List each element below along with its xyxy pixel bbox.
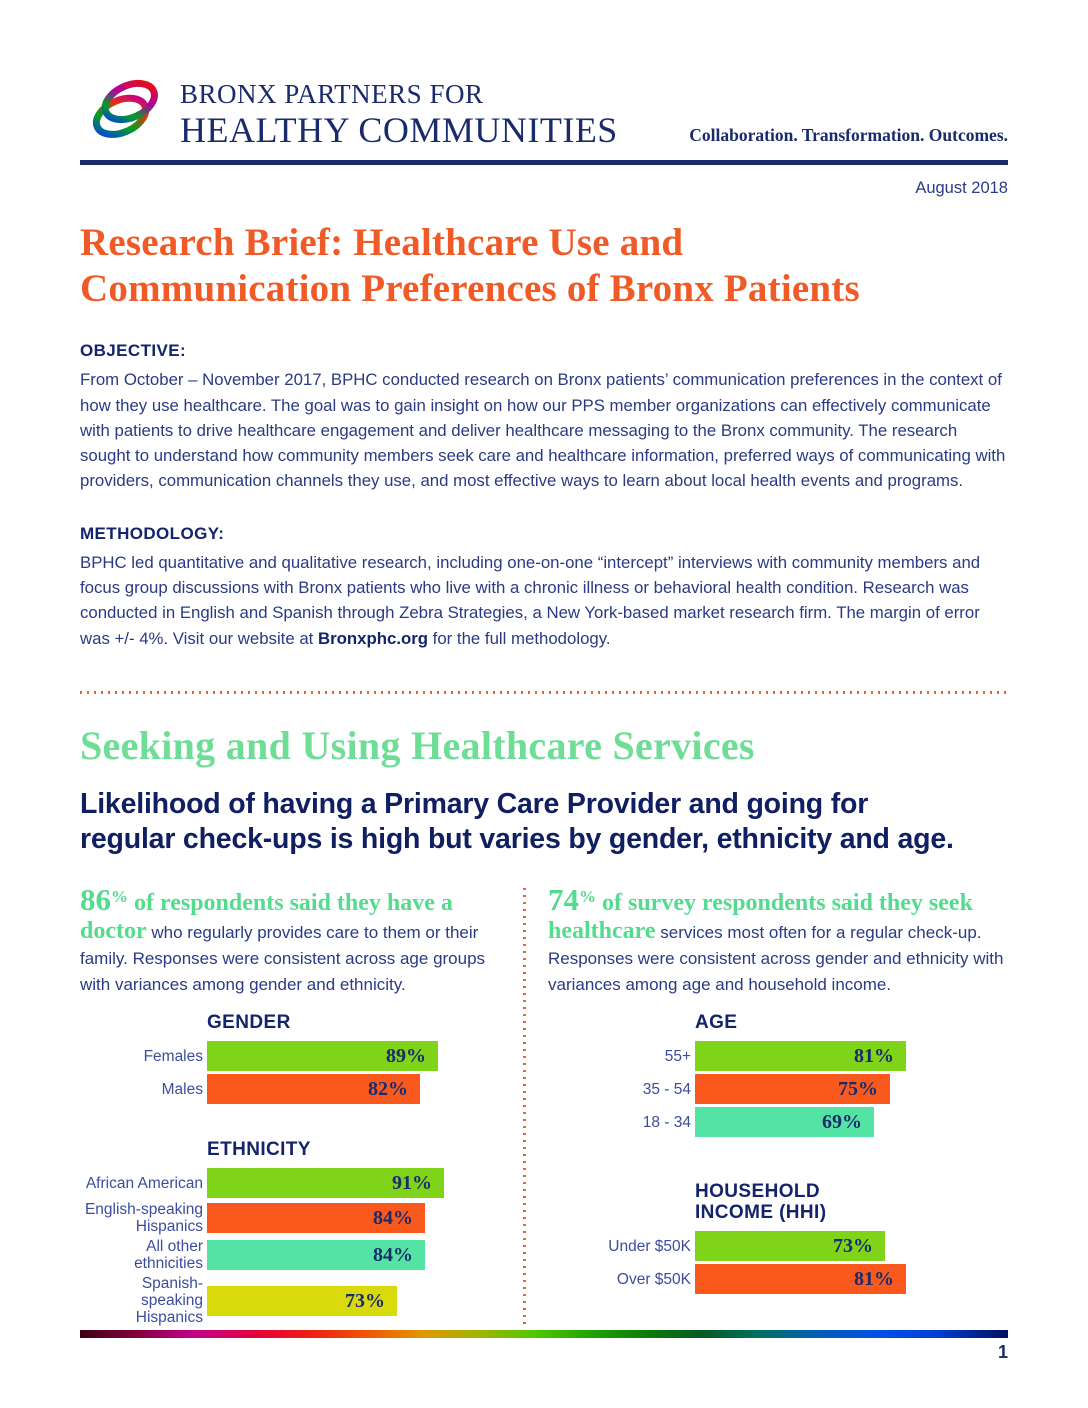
chart-row: Under $50K 73% [548,1231,1008,1262]
lead-highlight: of survey respondents said they seek hea… [548,890,973,945]
stat-percent-sign: % [111,887,128,907]
brand-line2: HEALTHY COMMUNITIES [180,110,618,150]
chart-value-label: 91% [392,1172,432,1195]
section-subheading: Likelihood of having a Primary Care Prov… [80,787,954,855]
age-chart: AGE 55+ 81% 35 - 54 75% 18 - 34 69% [548,1012,1008,1138]
chart-value-label: 89% [386,1045,426,1068]
publication-date: August 2018 [915,179,1008,197]
chart-row: Over $50K 81% [548,1264,1008,1295]
chart-row: 55+ 81% [548,1041,1008,1072]
header: BRONX PARTNERS FOR HEALTHY COMMUNITIES C… [0,0,1088,148]
chart-category-label: Under $50K [608,1237,691,1255]
chart-value-label: 75% [838,1078,878,1101]
chart-value-label: 84% [373,1207,413,1230]
brand-name: BRONX PARTNERS FOR HEALTHY COMMUNITIES [180,79,618,150]
chart-bar: 81% [695,1041,906,1072]
right-column: 74% of survey respondents said they seek… [548,884,1008,1329]
chart-value-label: 81% [854,1045,894,1068]
objective-paragraph: From October – November 2017, BPHC condu… [80,370,1006,491]
chart-category-label: Males [161,1080,203,1098]
right-lead-paragraph: 74% of survey respondents said they seek… [548,884,1008,1012]
chart-title: HOUSEHOLD INCOME (HHI) [695,1181,827,1224]
ethnicity-chart: ETHNICITY African American 91% English-spea… [80,1139,500,1326]
methodology-text-after: for the full methodology. [428,628,611,648]
household-income-chart: HOUSEHOLD INCOME (HHI) Under $50K 73% Over … [548,1181,1008,1295]
chart-row: Females 89% [80,1041,500,1072]
stat-number: 74 [548,882,579,918]
lead-rest: services most often for a regular check-… [548,923,1004,995]
chart-category-label: All other ethnicities [134,1238,203,1273]
chart-value-label: 69% [822,1111,862,1134]
lead-rest: who regularly provides care to them or t… [80,923,486,995]
chart-bar: 89% [207,1041,438,1072]
chart-bar: 81% [695,1264,906,1295]
chart-bar: 84% [207,1240,425,1271]
stat-percent-sign: % [579,887,596,907]
website-link[interactable]: Bronxphc.org [318,628,429,648]
chart-category-label: English-speaking Hispanics [84,1201,203,1236]
chart-bar: 84% [207,1203,425,1234]
methodology-heading: METHODOLOGY: [80,523,225,543]
methodology-text-before: BPHC led quantitative and qualitative re… [80,552,981,648]
column-dotted-divider [523,888,526,1330]
page-title: Research Brief: Healthcare Use and Commu… [80,221,860,310]
lead-highlight: of respondents said they have a doctor [80,890,453,945]
chart-title: AGE [695,1012,738,1034]
gender-chart: GENDER Females 89% Males 82% [80,1012,500,1105]
chart-category-label: Spanish-speaking Hispanics [135,1275,203,1327]
chart-title: ETHNICITY [207,1139,311,1161]
chart-value-label: 81% [854,1268,894,1291]
left-lead-paragraph: 86% of respondents said they have a doct… [80,884,500,1012]
chart-value-label: 84% [373,1244,413,1267]
chart-category-label: 55+ [664,1047,691,1065]
brand-tagline: Collaboration. Transformation. Outcomes. [689,125,1008,145]
header-rule [80,160,1008,165]
chart-value-label: 73% [833,1235,873,1258]
brand-line1: BRONX PARTNERS FOR [180,79,484,109]
chart-category-label: Females [143,1047,203,1065]
dotted-divider [80,690,1008,694]
bphc-logo-icon [92,79,158,138]
chart-row: Males 82% [80,1074,500,1105]
chart-title: GENDER [207,1012,291,1034]
chart-row: 18 - 34 69% [548,1107,1008,1138]
chart-bar: 75% [695,1074,890,1105]
chart-value-label: 73% [345,1289,385,1312]
chart-bar: 69% [695,1107,874,1138]
chart-bar: 73% [207,1285,397,1316]
chart-bar: 82% [207,1074,420,1105]
chart-category-label: Over $50K [616,1270,691,1288]
chart-row: English-speaking Hispanics 84% [80,1201,500,1235]
chart-value-label: 82% [368,1078,408,1101]
chart-row: All other ethnicities 84% [80,1238,500,1272]
page-number: 1 [997,1342,1008,1362]
left-column: 86% of respondents said they have a doct… [80,884,500,1329]
chart-row: 35 - 54 75% [548,1074,1008,1105]
objective-heading: OBJECTIVE: [80,341,187,361]
chart-bar: 73% [695,1231,885,1262]
chart-category-label: African American [85,1174,203,1192]
stat-number: 86 [80,882,111,918]
section-heading: Seeking and Using Healthcare Services [80,722,755,768]
chart-bar: 91% [207,1168,444,1199]
stats-columns: 86% of respondents said they have a doct… [80,884,1008,1330]
chart-row: African American 91% [80,1168,500,1199]
chart-row: Spanish-speaking Hispanics 73% [80,1275,500,1326]
chart-category-label: 35 - 54 [642,1080,691,1098]
footer-rainbow-bar [80,1330,1008,1338]
chart-category-label: 18 - 34 [642,1113,691,1131]
methodology-paragraph: BPHC led quantitative and qualitative re… [80,550,1008,651]
